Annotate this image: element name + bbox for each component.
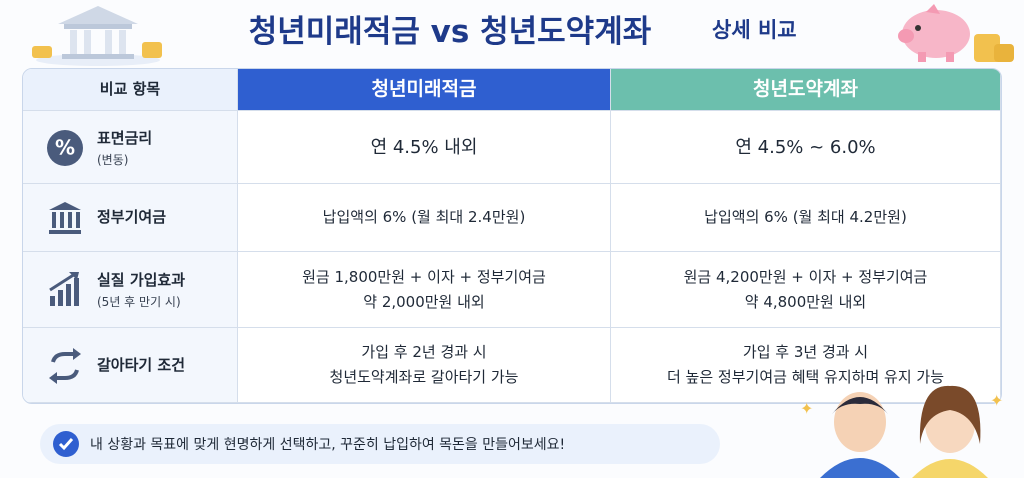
- row-icon: [49, 202, 81, 234]
- cell-text: 약 4,800만원 내외: [744, 292, 867, 311]
- row-label-cell: 실질 가입효과 (5년 후 만기 시): [23, 252, 238, 328]
- cell-text: 더 높은 정부기여금 혜택 유지하며 유지 가능: [666, 368, 944, 386]
- bank-illustration: [32, 6, 162, 66]
- title: 청년미래적금 vs 청년도약계좌: [248, 14, 652, 50]
- footer-note-box: 내 상황과 목표에 맞게 현명하게 선택하고, 꾸준히 납입하여 목돈을 만들어…: [40, 424, 720, 464]
- row-label-cell: % 표면금리 (변동): [23, 111, 238, 184]
- cell-text: 가입 후 3년 경과 시: [742, 343, 869, 361]
- row-icon: %: [47, 129, 83, 166]
- column-header: 비교 항목: [23, 69, 238, 111]
- row-label: 실질 가입효과: [97, 271, 186, 289]
- people-illustration: ✦ ✦: [800, 385, 1003, 478]
- subtitle: 상세 비교: [712, 18, 797, 42]
- row-icon: [49, 347, 81, 384]
- column-header: 청년도약계좌: [611, 69, 1001, 111]
- cell-text: 원금 1,800만원 + 이자 + 정부기여금: [302, 267, 546, 286]
- table-cell: 연 4.5% ~ 6.0%: [611, 111, 1001, 184]
- row-sublabel: (5년 후 만기 시): [97, 295, 181, 309]
- row-label: 갈아타기 조건: [97, 355, 186, 374]
- cell-text: 연 4.5% 내외: [370, 136, 478, 158]
- row-sublabel: (변동): [97, 152, 129, 167]
- footer-note: 내 상황과 목표에 맞게 현명하게 선택하고, 꾸준히 납입하여 목돈을 만들어…: [90, 437, 566, 453]
- row-label: 표면금리: [97, 128, 153, 147]
- cell-text: 연 4.5% ~ 6.0%: [735, 136, 876, 158]
- sparkle: ✦: [800, 399, 813, 418]
- svg-text:%: %: [55, 135, 75, 159]
- cell-text: 납입액의 6% (월 최대 2.4만원): [322, 208, 526, 226]
- cell-text: 납입액의 6% (월 최대 4.2만원): [704, 208, 907, 226]
- row-label-cell: 갈아타기 조건: [23, 328, 238, 403]
- cell-text: 약 2,000만원 내외: [363, 292, 485, 311]
- piggy-illustration: [898, 4, 1014, 62]
- table-cell: 연 4.5% 내외: [238, 111, 611, 184]
- sparkle: ✦: [990, 391, 1003, 410]
- table-cell: 납입액의 6% (월 최대 2.4만원): [238, 184, 611, 252]
- row-label: 정부기여금: [97, 208, 167, 226]
- comparison-table: 비교 항목 청년미래적금 청년도약계좌% 표면금리 (변동) 연 4.5% 내외 연 4.5…: [22, 68, 1002, 404]
- check-icon: [53, 431, 79, 457]
- row-label-cell: 정부기여금: [23, 184, 238, 252]
- cell-text: 가입 후 2년 경과 시: [361, 343, 487, 361]
- table-cell: 납입액의 6% (월 최대 4.2만원): [611, 184, 1001, 252]
- column-header: 청년미래적금: [238, 69, 611, 111]
- cell-text: 원금 4,200만원 + 이자 + 정부기여금: [683, 267, 928, 286]
- row-icon: [49, 272, 79, 306]
- cell-text: 청년도약계좌로 갈아타기 가능: [329, 368, 519, 386]
